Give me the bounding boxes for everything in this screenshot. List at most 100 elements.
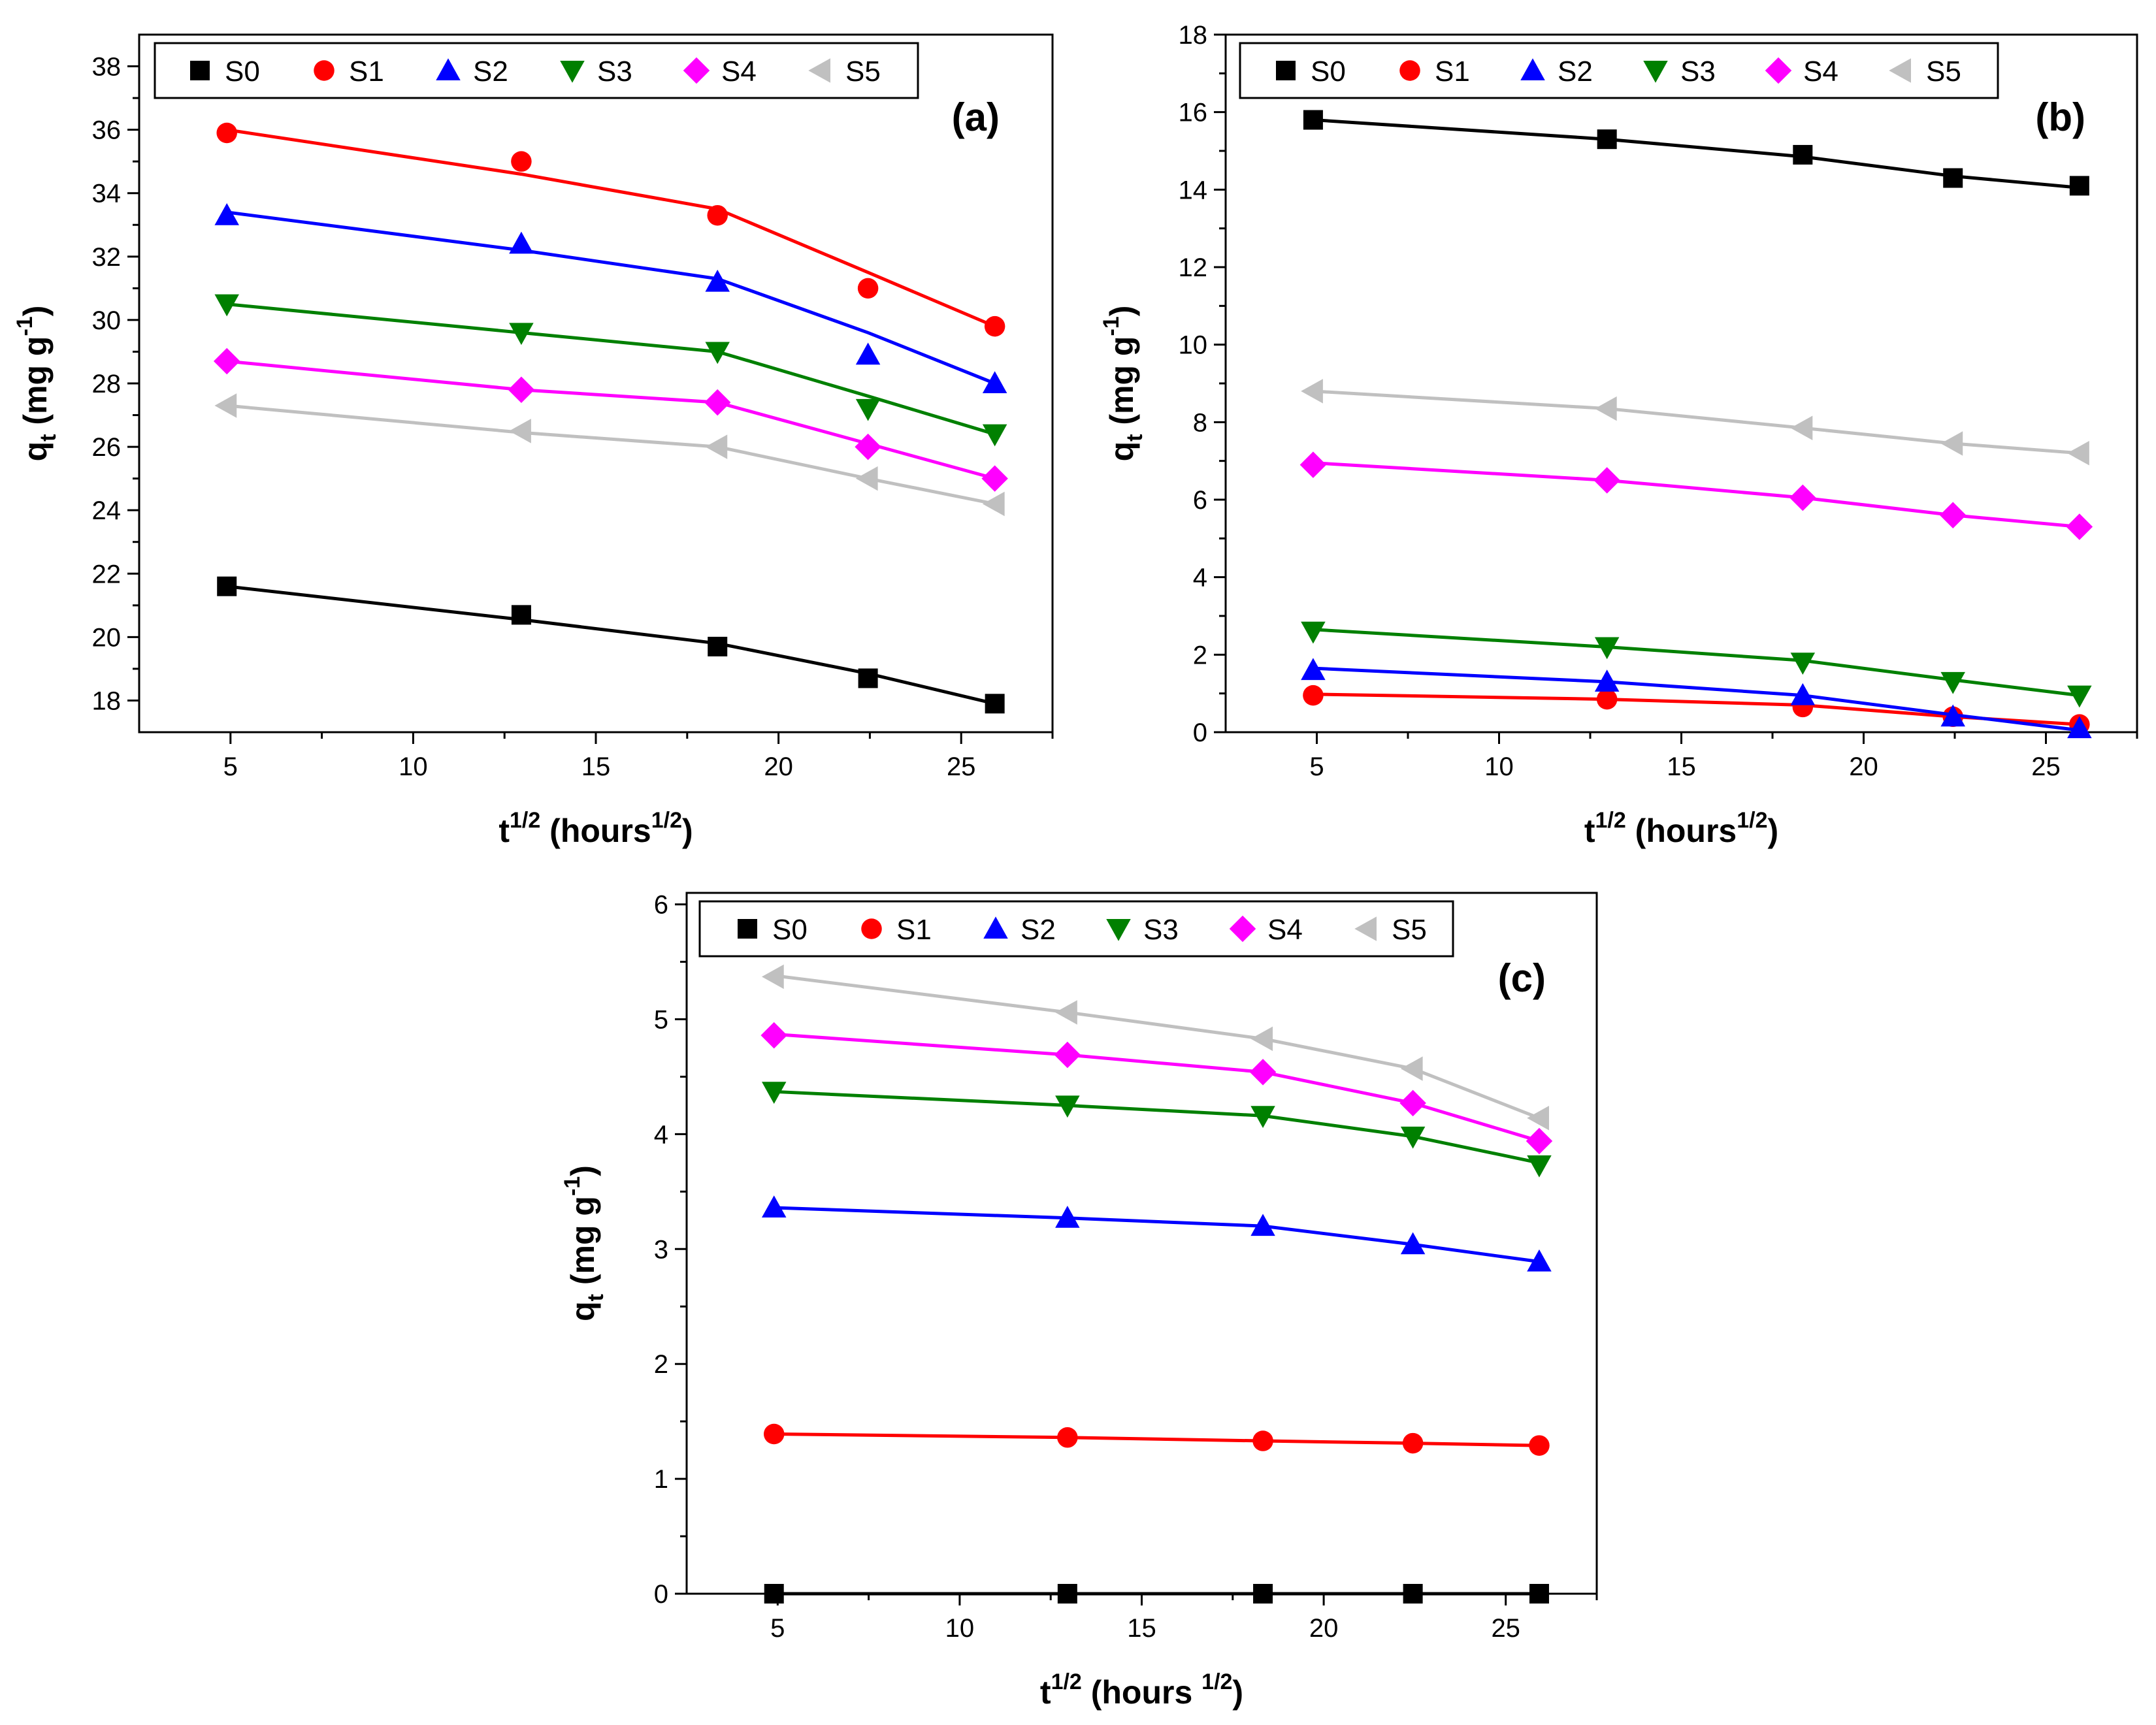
legend-marker-s0 (738, 919, 757, 939)
data-point-s5 (1400, 1056, 1423, 1081)
data-point-s0 (1597, 129, 1617, 150)
data-point-s5 (2067, 441, 2089, 466)
data-point-s2 (2067, 716, 2092, 739)
legend-marker-s4 (1229, 915, 1256, 943)
y-tick-label: 6 (654, 891, 668, 920)
data-point-s3 (2067, 685, 2092, 708)
x-tick-label: 10 (945, 1614, 975, 1643)
x-tick-label: 25 (947, 752, 976, 781)
legend-label-s4: S4 (721, 56, 757, 88)
legend-label-s1: S1 (896, 914, 932, 946)
series-s0 (1303, 110, 2089, 196)
x-tick-label: 20 (1309, 1614, 1339, 1643)
data-point-s5 (1790, 415, 1813, 440)
legend-marker-s5 (808, 58, 830, 83)
data-point-s4 (981, 465, 1008, 492)
data-point-s2 (1594, 669, 1620, 692)
data-point-s3 (761, 1082, 787, 1104)
y-axis-title: qt (mg g-1) (12, 306, 61, 462)
data-point-s1 (1252, 1430, 1273, 1451)
series-s5 (761, 964, 1549, 1131)
x-tick-label: 25 (2031, 752, 2061, 781)
y-tick-label: 10 (1179, 331, 1208, 360)
legend: S0 S1 S2 S3 S4 S5 (1239, 42, 1999, 99)
series-s4 (1299, 451, 2093, 540)
y-tick-label: 32 (92, 243, 122, 272)
legend-marker-s2 (1520, 58, 1545, 80)
data-point-s5 (1594, 396, 1617, 421)
series-s2 (214, 202, 1007, 393)
x-tick-label: 15 (1127, 1614, 1156, 1643)
legend-label-s4: S4 (1803, 56, 1838, 88)
data-point-s2 (1250, 1214, 1275, 1236)
data-point-s5 (1055, 1000, 1077, 1025)
series-s4 (760, 1022, 1553, 1155)
y-tick-label: 0 (654, 1580, 668, 1609)
data-point-s2 (761, 1195, 787, 1217)
data-point-s2 (855, 342, 881, 365)
legend-label-s5: S5 (1392, 914, 1427, 946)
legend-label-s0: S0 (772, 914, 808, 946)
series-s2 (761, 1195, 1552, 1272)
data-point-s2 (509, 231, 534, 254)
data-point-s2 (1790, 683, 1816, 705)
y-tick-label: 2 (654, 1350, 668, 1379)
x-tick-label: 15 (1667, 752, 1696, 781)
chart-panel-2: 5 10 15 20 25 0 2 4 6 8 10 12 14 16 18 t1/2 (hours1/2) q… (1099, 21, 2138, 849)
data-point-s4 (1939, 502, 1967, 528)
legend-label-s2: S2 (1558, 56, 1593, 88)
data-point-s1 (1402, 1432, 1424, 1454)
panel-label: (c) (1498, 956, 1546, 1000)
data-point-s2 (1055, 1206, 1080, 1228)
series-s5 (214, 393, 1005, 517)
legend-marker-s0 (1276, 61, 1296, 80)
x-axis-title: t1/2 (hours 1/2) (1040, 1669, 1243, 1711)
data-point-s3 (1527, 1155, 1552, 1178)
series-s4 (213, 347, 1008, 492)
data-point-s2 (214, 202, 239, 225)
data-point-s4 (508, 376, 535, 403)
data-point-s1 (511, 151, 532, 172)
x-axis-title: t1/2 (hours1/2) (1584, 808, 1778, 849)
x-tick-label: 10 (1484, 752, 1514, 781)
y-tick-label: 36 (92, 116, 122, 145)
legend-marker-s3 (1643, 61, 1668, 83)
legend-label-s0: S0 (225, 56, 260, 88)
data-point-s1 (707, 204, 728, 226)
data-point-s4 (1789, 484, 1816, 511)
y-tick-label: 8 (1193, 408, 1207, 437)
series-s3 (1301, 621, 2092, 708)
y-tick-label: 30 (92, 306, 122, 335)
data-point-s0 (985, 694, 1005, 714)
data-point-s1 (984, 315, 1005, 337)
data-point-s2 (1301, 658, 1326, 681)
legend-box (154, 42, 919, 99)
data-point-s3 (1790, 653, 1816, 675)
data-point-s0 (217, 576, 237, 596)
y-tick-label: 0 (1193, 718, 1207, 747)
data-point-s5 (761, 964, 784, 990)
y-tick-label: 34 (92, 180, 122, 208)
y-tick-label: 16 (1179, 99, 1208, 127)
data-point-s4 (704, 389, 731, 416)
data-point-s1 (1596, 688, 1618, 710)
y-tick-label: 22 (92, 560, 122, 588)
data-point-s2 (1400, 1232, 1426, 1255)
data-point-s4 (855, 433, 881, 460)
data-point-s0 (1403, 1584, 1423, 1604)
y-axis-title: qt (mg g-1) (1099, 306, 1147, 462)
data-point-s0 (1057, 1584, 1077, 1604)
data-point-s0 (1253, 1584, 1273, 1604)
data-point-s2 (1527, 1249, 1552, 1272)
data-point-s3 (509, 323, 534, 346)
data-point-s3 (855, 398, 881, 421)
x-tick-label: 20 (764, 752, 793, 781)
legend-label-s3: S3 (1143, 914, 1179, 946)
data-point-s4 (1399, 1089, 1426, 1117)
y-tick-label: 18 (92, 686, 122, 715)
data-point-s5 (214, 393, 237, 418)
data-point-s2 (982, 371, 1007, 393)
series-s3 (214, 294, 1007, 447)
legend-label-s3: S3 (597, 56, 632, 88)
data-point-s5 (982, 491, 1005, 517)
